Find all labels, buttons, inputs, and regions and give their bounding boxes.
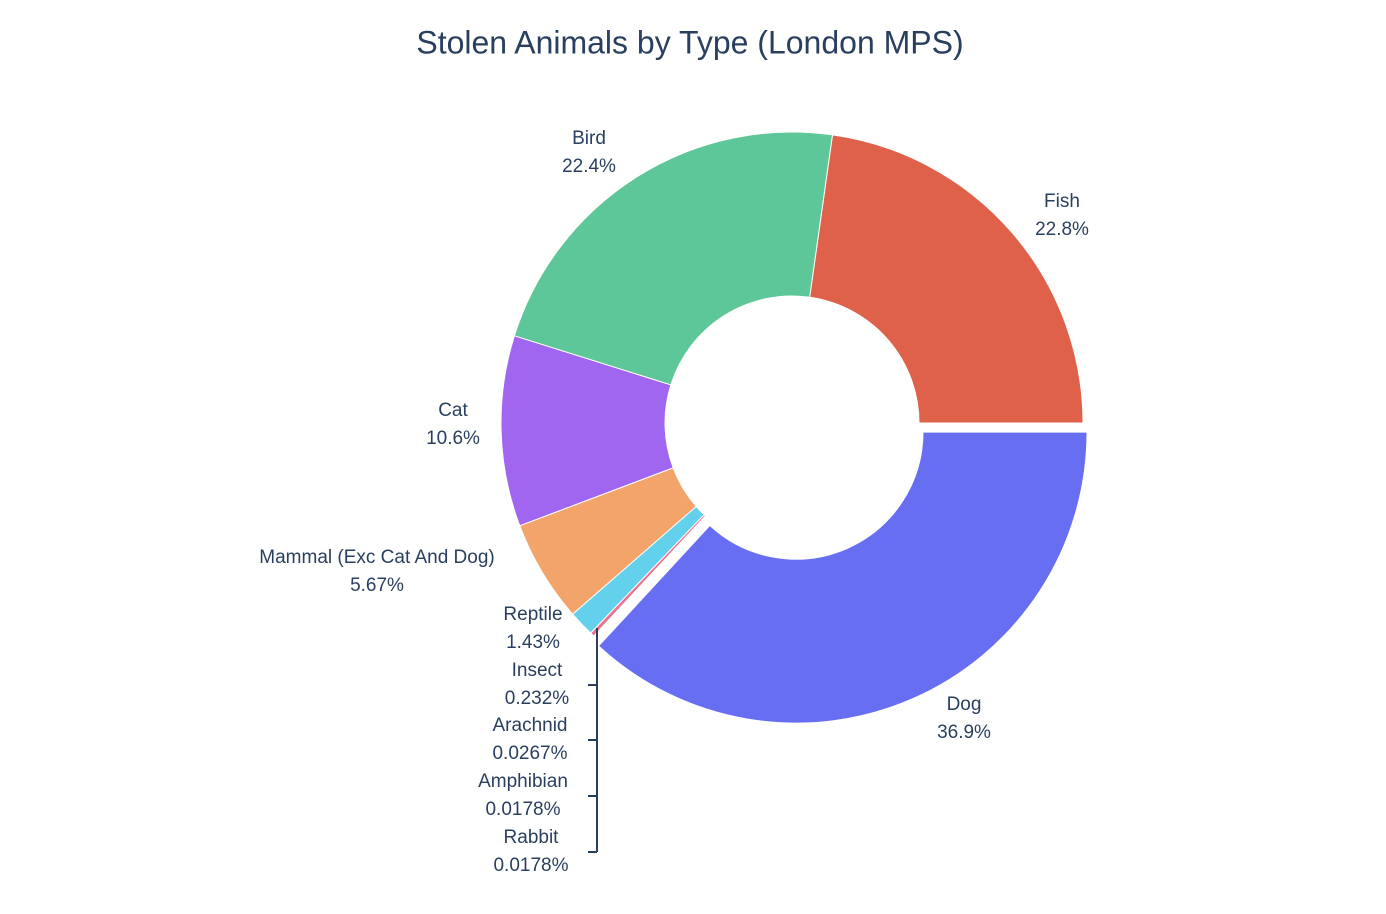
pie-slice (809, 134, 1084, 424)
slice-label: Arachnid (493, 715, 568, 736)
slice-value-label: 0.0267% (492, 743, 567, 764)
slice-value-label: 22.8% (1035, 219, 1089, 240)
slice-value-label: 0.0178% (493, 855, 568, 876)
slice-label: Insect (512, 660, 563, 681)
slice-label: Rabbit (504, 827, 560, 848)
pie-slice (500, 335, 674, 527)
slice-label: Reptile (503, 604, 562, 625)
pie-slice (513, 131, 834, 386)
chart-title: Stolen Animals by Type (London MPS) (416, 24, 963, 60)
slice-value-label: 0.232% (505, 688, 570, 709)
slice-value-label: 5.67% (350, 575, 404, 596)
slice-label: Dog (947, 694, 982, 715)
slice-label: Fish (1044, 191, 1080, 212)
pie-slice (593, 515, 707, 638)
pie-slice (597, 431, 1088, 724)
slice-label: Bird (572, 128, 606, 149)
slice-value-label: 10.6% (426, 428, 480, 449)
slice-value-label: 22.4% (562, 156, 616, 177)
slice-value-label: 1.43% (506, 632, 560, 653)
slice-value-label: 0.0178% (485, 799, 560, 820)
slice-value-label: 36.9% (937, 722, 991, 743)
slice-label: Amphibian (478, 771, 568, 792)
leader-line (588, 628, 598, 853)
slice-label: Mammal (Exc Cat And Dog) (259, 547, 494, 568)
slice-label: Cat (438, 400, 468, 421)
